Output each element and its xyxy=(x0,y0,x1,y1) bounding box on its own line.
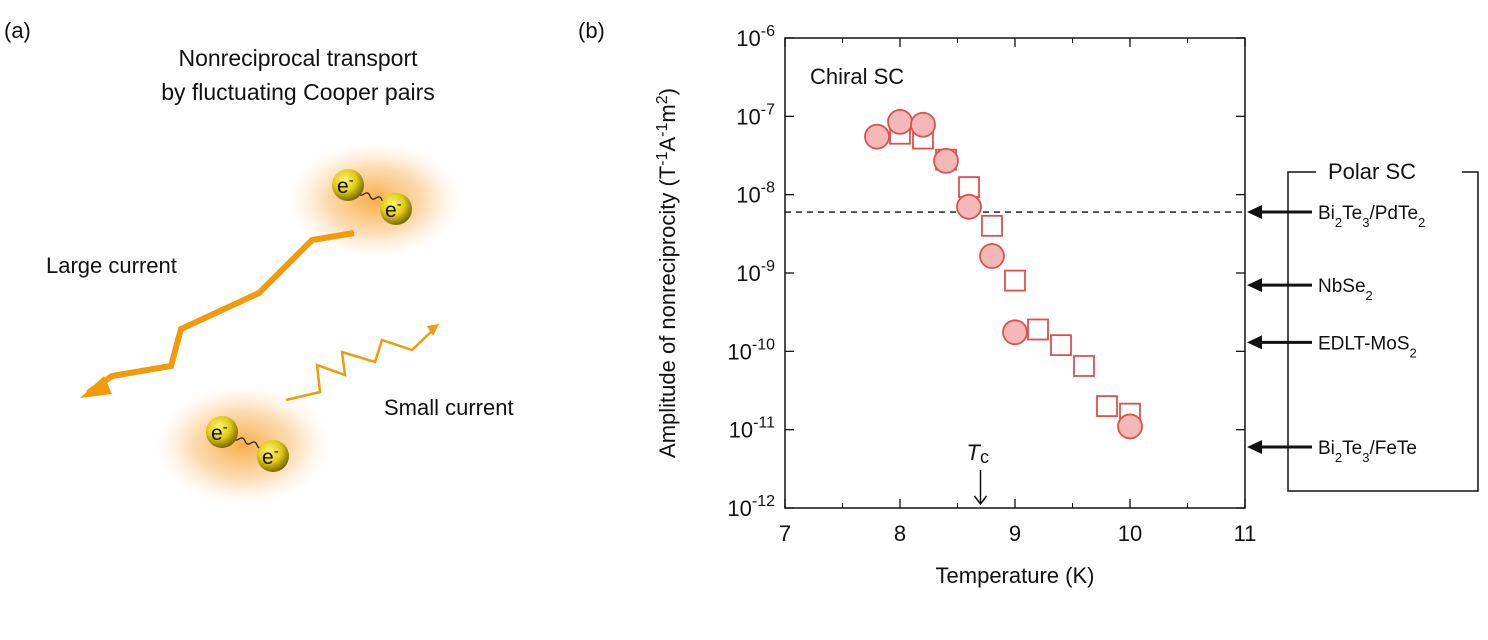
large-current-arrow xyxy=(86,230,355,396)
cooper-pair-glow-bottom xyxy=(155,385,331,505)
electron-bottom-left: e- xyxy=(206,416,238,448)
y-tick-label: 10-11 xyxy=(729,415,776,443)
data-point-square xyxy=(1073,355,1095,377)
data-point-circle xyxy=(1117,413,1143,440)
x-tick-label: 8 xyxy=(894,521,906,546)
small-current-arrow xyxy=(285,329,434,402)
polar-ref-arrowhead xyxy=(1247,440,1262,455)
small-current-label: Small current xyxy=(384,395,514,420)
panel-a-illustration: e- e- e- e- xyxy=(80,142,463,505)
data-point-circle xyxy=(956,193,982,220)
polar-ref-label: Bi2Te3/PdTe2 xyxy=(1318,203,1425,230)
nonreciprocity-chart: 7 8 9 10 11 10-1210-1110-1010-910-810-710-6 … xyxy=(654,23,1479,588)
y-tick-labels: 10-12 10-11 10-10 10-9 10-8 10-7 10-6 xyxy=(727,23,775,521)
data-point-circle xyxy=(979,243,1005,269)
y-tick-label: 10-10 xyxy=(727,336,775,364)
tc-marker: Tc xyxy=(967,440,989,506)
polar-ref-arrowhead xyxy=(1247,205,1262,220)
data-point-square xyxy=(1050,334,1072,357)
data-point-square xyxy=(1004,269,1026,292)
y-tick-label: 10-9 xyxy=(736,258,775,286)
y-tick-label: 10-8 xyxy=(736,180,775,208)
polar-reference-list: Bi2Te3/PdTe2 NbSe2 EDLT-MoS2 Bi2Te3/FeTe xyxy=(1247,203,1425,465)
x-tick-label: 7 xyxy=(779,521,791,546)
cooper-pair-glow-top xyxy=(287,142,463,258)
polar-sc-bracket xyxy=(1287,171,1479,492)
data-point-square xyxy=(1027,318,1049,341)
large-current-label: Large current xyxy=(46,253,177,278)
data-markers xyxy=(864,108,1143,440)
svg-text:e-: e- xyxy=(337,172,354,198)
y-axis-label: Amplitude of nonreciprocity (T-1A-1m2) xyxy=(654,88,681,458)
panel-b-label: (b) xyxy=(578,18,605,43)
tc-label: Tc xyxy=(967,440,989,467)
panel-a-title-line1: Nonreciprocal transport xyxy=(178,45,418,71)
polar-ref-label: Bi2Te3/FeTe xyxy=(1318,438,1417,465)
axis-ticks xyxy=(784,37,1246,509)
polar-ref-label: NbSe2 xyxy=(1318,276,1373,303)
data-point-circle xyxy=(933,147,959,174)
data-point-circle xyxy=(887,108,913,135)
polar-sc-box: Polar SC Bi2Te3/PdTe2NbSe2EDLT-MoS2Bi2Te… xyxy=(1247,159,1479,492)
svg-text:e-: e- xyxy=(262,443,279,469)
svg-text:e-: e- xyxy=(385,196,402,222)
panel-a-title-line2: by fluctuating Cooper pairs xyxy=(161,79,435,105)
electron-top-left: e- xyxy=(332,169,364,201)
electron-top-right: e- xyxy=(380,193,412,225)
data-point-square xyxy=(1096,395,1118,417)
x-tick-label: 9 xyxy=(1009,521,1021,546)
data-point-circle xyxy=(1002,319,1028,346)
chiral-sc-annotation: Chiral SC xyxy=(810,64,904,89)
x-tick-labels: 7 8 9 10 11 xyxy=(779,521,1257,546)
polar-ref-label: EDLT-MoS2 xyxy=(1318,333,1417,360)
data-point-circle xyxy=(910,111,936,138)
x-tick-label: 10 xyxy=(1118,521,1142,546)
data-point-circle xyxy=(864,123,890,150)
svg-text:e-: e- xyxy=(211,419,228,445)
large-current-arrowhead xyxy=(80,376,112,398)
polar-ref-arrowhead xyxy=(1247,278,1262,293)
panel-a-label: (a) xyxy=(4,18,31,43)
x-axis-label: Temperature (K) xyxy=(936,563,1095,588)
x-tick-label: 11 xyxy=(1234,521,1257,546)
y-tick-label: 10-12 xyxy=(727,493,775,521)
polar-sc-title: Polar SC xyxy=(1328,159,1416,184)
polar-ref-arrowhead xyxy=(1247,335,1262,350)
electron-bottom-right: e- xyxy=(257,440,289,472)
small-current-arrowhead xyxy=(427,324,439,336)
tc-arrowhead xyxy=(973,495,988,506)
y-tick-label: 10-7 xyxy=(736,101,775,129)
y-tick-label: 10-6 xyxy=(736,23,775,51)
data-point-square xyxy=(981,214,1003,237)
